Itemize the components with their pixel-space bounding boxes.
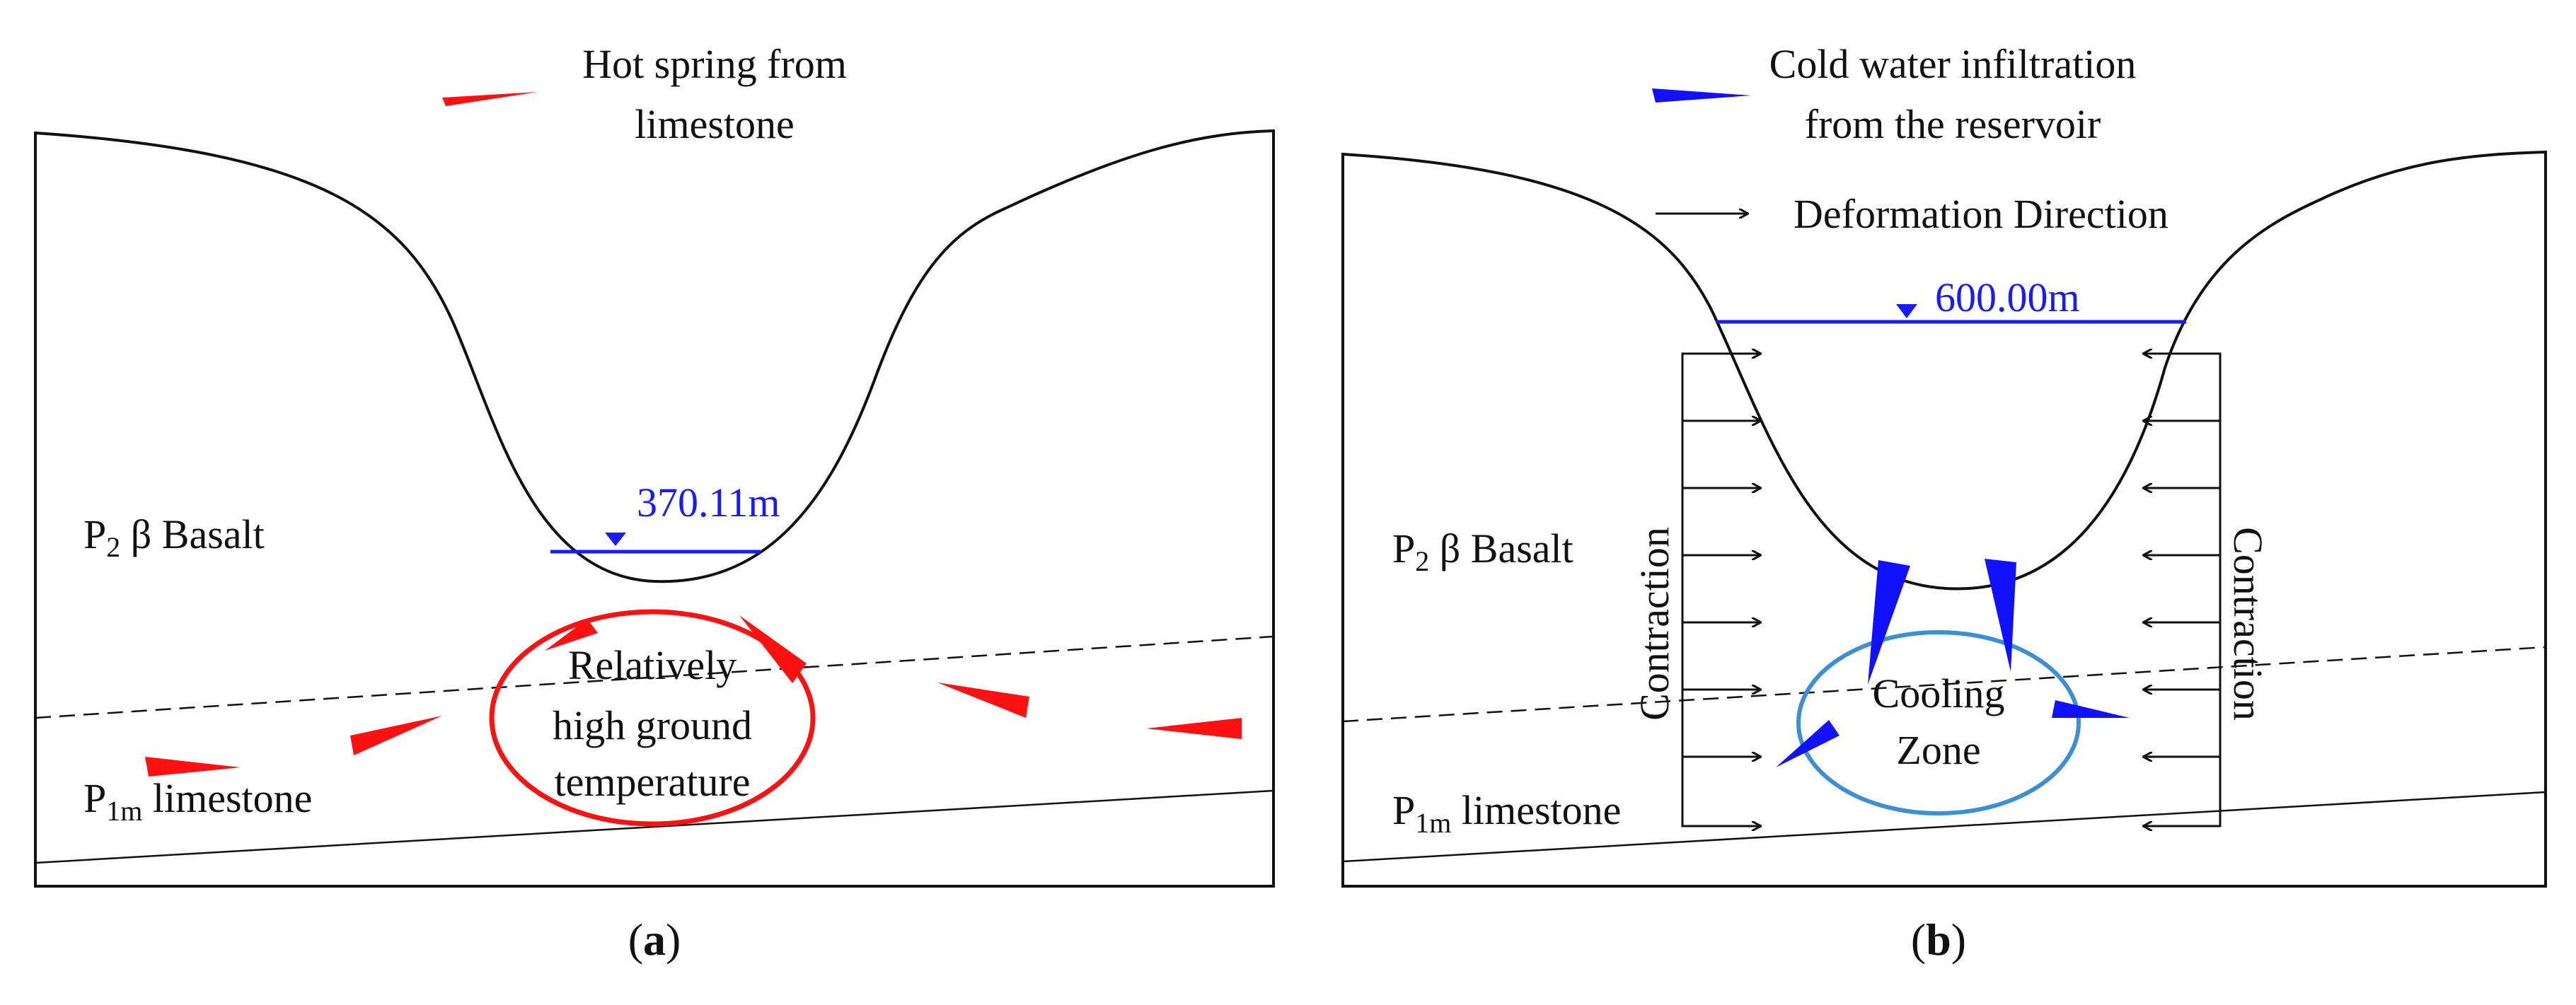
panel-a-dashed-boundary <box>35 635 1274 719</box>
panel-b-solid-boundary <box>1342 791 2546 863</box>
panel-b-legend-cold-arrow-icon <box>1652 88 1751 103</box>
panel-a: 370.11m Hot spring from limestone P2 β B… <box>34 41 1275 965</box>
panel-a-zone-line1: Relatively <box>568 642 737 688</box>
panel-b-cold-wedge-4 <box>2052 700 2130 718</box>
panel-b-contraction-right: Contraction <box>2225 527 2271 721</box>
panel-b-basalt-label: P2 β Basalt <box>1392 525 1573 577</box>
panel-a-legend-hot-line1: Hot spring from <box>582 41 847 87</box>
panel-b-limestone-label: P1m limestone <box>1392 787 1621 839</box>
panel-b-cooling-zone <box>1796 630 2081 815</box>
panel-b: 600.00m Cold water infiltration from the… <box>1341 41 2547 965</box>
panel-a-hot-wedge-6 <box>1146 718 1242 739</box>
panel-a-water-marker-icon <box>605 533 626 546</box>
panel-b-cold-wedge-2 <box>1985 559 2016 672</box>
panel-a-legend-hot-arrow-icon <box>442 92 538 106</box>
panel-b-zone-line2: Zone <box>1896 727 1980 773</box>
panel-b-water-marker-icon <box>1896 304 1917 318</box>
panel-b-water-level: 600.00m <box>1935 274 2080 320</box>
panel-a-solid-boundary <box>35 789 1274 864</box>
panel-a-hot-wedge-2 <box>350 716 442 755</box>
panel-b-left-deformation-bracket <box>1681 354 1762 826</box>
panel-a-high-temperature-zone <box>489 609 816 827</box>
panel-b-dashed-boundary <box>1342 646 2546 723</box>
panel-b-zone-line1: Cooling <box>1873 670 2005 716</box>
panel-a-zone-line3: temperature <box>555 759 751 805</box>
panel-a-valley-outline <box>34 129 1275 888</box>
panel-a-hot-wedge-5 <box>937 682 1029 718</box>
panel-a-legend-hot-line2: limestone <box>635 101 795 147</box>
panel-b-caption: (b) <box>1911 914 1966 965</box>
panel-b-legend-deformation: Deformation Direction <box>1794 191 2168 237</box>
panel-a-hot-wedge-1 <box>145 757 241 777</box>
panel-b-cold-wedge-3 <box>1776 720 1839 767</box>
panel-a-hot-wedge-4 <box>545 619 598 651</box>
panel-b-legend-cold-line2: from the reservoir <box>1805 101 2101 147</box>
panel-b-right-deformation-bracket <box>2142 354 2222 826</box>
panel-a-water-level: 370.11m <box>637 480 780 525</box>
panel-a-hot-wedge-3 <box>739 615 807 683</box>
panel-a-basalt-label: P2 β Basalt <box>83 511 265 563</box>
panel-b-valley-outline <box>1341 150 2547 888</box>
panel-a-zone-line2: high ground <box>553 702 752 748</box>
panel-b-legend-cold-line1: Cold water infiltration <box>1769 41 2137 87</box>
panel-a-caption: (a) <box>628 914 681 965</box>
panel-b-cold-wedge-1 <box>1868 560 1910 685</box>
panel-b-contraction-left: Contraction <box>1631 527 1677 721</box>
panel-a-limestone-label: P1m limestone <box>83 775 312 827</box>
